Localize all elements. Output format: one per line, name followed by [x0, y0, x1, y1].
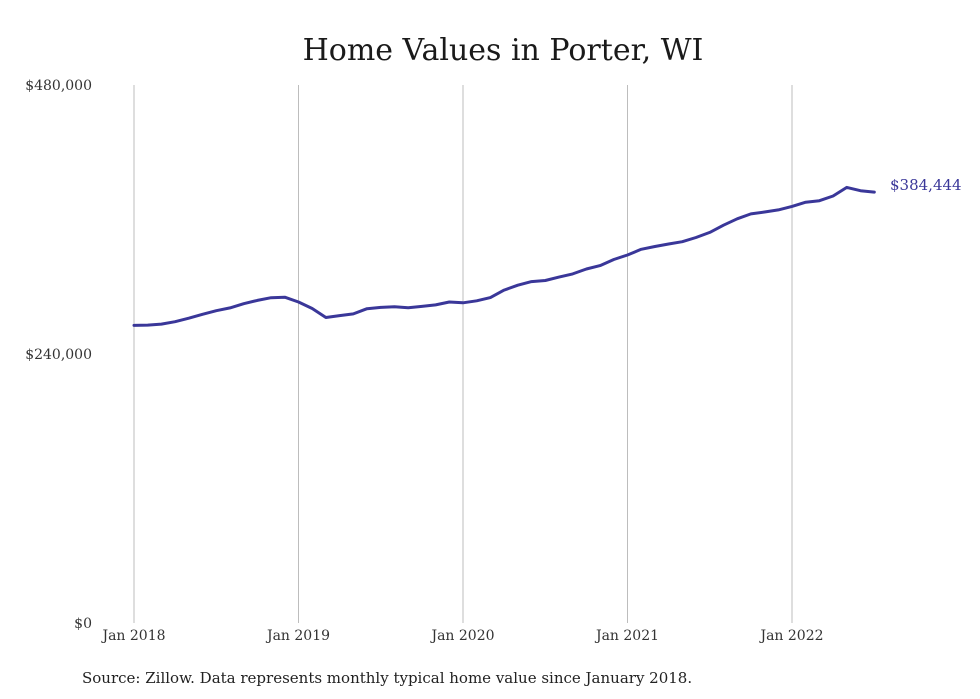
chart-title: Home Values in Porter, WI — [303, 33, 704, 68]
y-tick-label: $480,000 — [25, 78, 92, 94]
source-note: Source: Zillow. Data represents monthly … — [82, 669, 692, 687]
x-tick-label: Jan 2018 — [100, 628, 165, 644]
gridlines — [133, 85, 793, 623]
end-value-label: $384,444 — [890, 176, 962, 194]
x-tick-label: Jan 2022 — [758, 628, 823, 644]
y-axis-tick-labels: $0 $240,000 $480,000 — [25, 78, 92, 632]
y-tick-label: $0 — [74, 616, 92, 632]
x-tick-label: Jan 2020 — [429, 628, 494, 644]
x-axis-tick-labels: Jan 2018 Jan 2019 Jan 2020 Jan 2021 Jan 2022 — [100, 628, 823, 644]
x-tick-label: Jan 2019 — [265, 628, 330, 644]
y-tick-label: $240,000 — [25, 347, 92, 363]
x-tick-label: Jan 2021 — [594, 628, 659, 644]
series-layer — [132, 185, 876, 327]
home-value-line — [132, 185, 876, 327]
